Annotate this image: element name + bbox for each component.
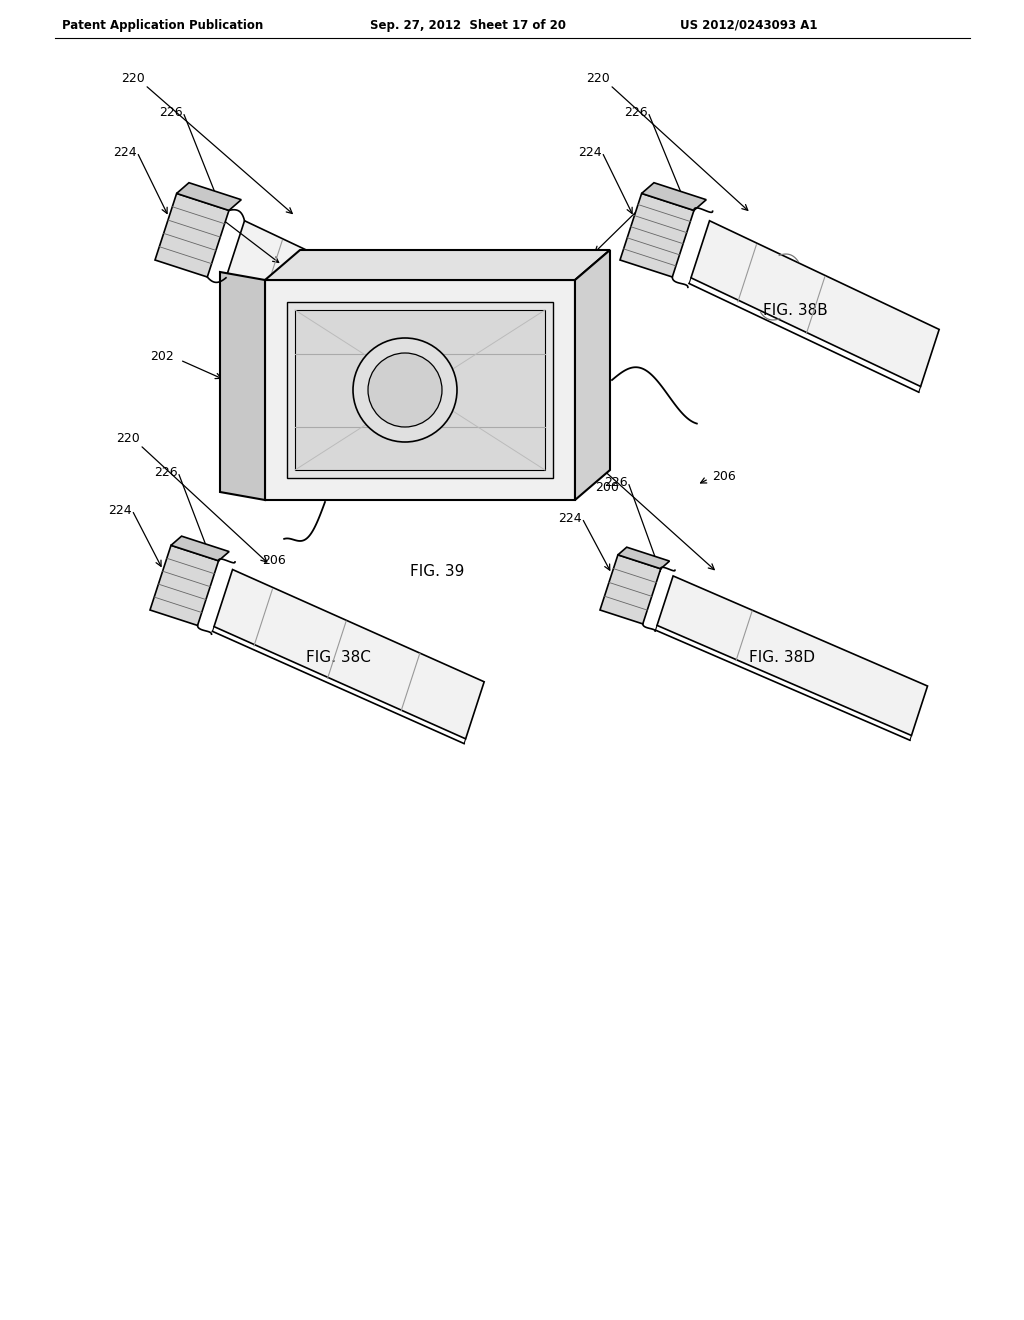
Polygon shape bbox=[176, 182, 242, 210]
Circle shape bbox=[353, 338, 457, 442]
Text: FIG. 38B: FIG. 38B bbox=[763, 304, 827, 318]
Text: FIG. 38D: FIG. 38D bbox=[749, 649, 815, 665]
Polygon shape bbox=[265, 280, 575, 500]
Text: Patent Application Publication: Patent Application Publication bbox=[62, 18, 263, 32]
Text: FIG. 38A: FIG. 38A bbox=[307, 304, 373, 318]
Text: 220: 220 bbox=[566, 445, 590, 458]
Text: 200: 200 bbox=[595, 480, 618, 494]
Polygon shape bbox=[620, 194, 694, 277]
Polygon shape bbox=[150, 545, 218, 626]
Text: 226: 226 bbox=[604, 475, 628, 488]
Text: FIG. 39: FIG. 39 bbox=[410, 565, 464, 579]
Text: 204: 204 bbox=[644, 198, 668, 210]
Text: US 2012/0243093 A1: US 2012/0243093 A1 bbox=[680, 18, 817, 32]
Polygon shape bbox=[575, 249, 610, 500]
Text: 224: 224 bbox=[579, 145, 602, 158]
Polygon shape bbox=[226, 220, 474, 387]
Text: Sep. 27, 2012  Sheet 17 of 20: Sep. 27, 2012 Sheet 17 of 20 bbox=[370, 18, 566, 32]
Text: 202: 202 bbox=[151, 351, 174, 363]
Polygon shape bbox=[265, 249, 610, 280]
Polygon shape bbox=[171, 536, 229, 561]
Circle shape bbox=[368, 352, 442, 426]
Text: 224: 224 bbox=[109, 503, 132, 516]
Polygon shape bbox=[691, 220, 939, 387]
Polygon shape bbox=[617, 548, 670, 569]
Text: 226: 226 bbox=[625, 106, 648, 119]
Text: 226: 226 bbox=[160, 106, 183, 119]
Text: FIG. 38C: FIG. 38C bbox=[305, 649, 371, 665]
Polygon shape bbox=[214, 569, 484, 739]
Text: 220: 220 bbox=[117, 432, 140, 445]
Polygon shape bbox=[642, 182, 707, 210]
Polygon shape bbox=[220, 272, 265, 500]
Polygon shape bbox=[600, 554, 660, 624]
Text: 226: 226 bbox=[155, 466, 178, 479]
Polygon shape bbox=[657, 576, 928, 735]
Polygon shape bbox=[287, 302, 553, 478]
Text: 240: 240 bbox=[462, 480, 485, 494]
Text: 220: 220 bbox=[587, 73, 610, 84]
Polygon shape bbox=[155, 194, 229, 277]
Text: 224: 224 bbox=[114, 145, 137, 158]
Text: 220: 220 bbox=[121, 73, 145, 84]
Text: 242: 242 bbox=[179, 199, 203, 213]
Text: 206: 206 bbox=[712, 470, 735, 483]
Text: 201: 201 bbox=[457, 346, 480, 359]
Text: 224: 224 bbox=[558, 511, 582, 524]
Text: 206: 206 bbox=[262, 554, 286, 566]
Polygon shape bbox=[295, 310, 545, 470]
